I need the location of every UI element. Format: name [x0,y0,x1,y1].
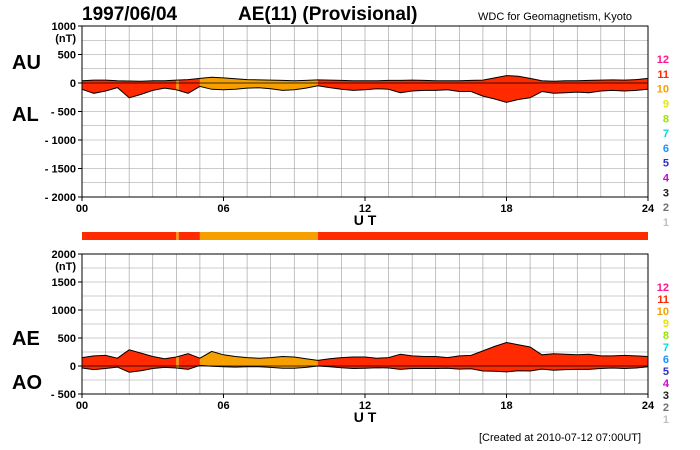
upper-fill-segment [317,75,648,103]
upper-legend-count-9: 9 [663,98,669,110]
upper-fill-segment [178,78,200,94]
upper-ytick-label: - 1500 [45,164,76,176]
lower-legend-count-11: 11 [657,294,669,306]
lower-ytick-label: 2000 [52,249,76,261]
upper-legend-count-5: 5 [663,158,669,170]
lower-legend-count-3: 3 [663,390,669,402]
upper-legend-count-10: 10 [657,84,669,96]
upper-xtick-label: 18 [500,203,512,215]
upper-fill-segment [82,80,177,98]
lower-legend-count-8: 8 [663,330,669,342]
lower-xtick-label: 00 [76,400,88,412]
upper-fill-segment [176,80,179,91]
upper-ytick-label: 500 [58,50,76,62]
lower-legend-count-6: 6 [663,354,669,366]
lower-legend-count-5: 5 [663,366,669,378]
lower-fill-segment [176,356,179,369]
index-title: AE(11) (Provisional) [238,4,418,25]
upper-series-line-al [81,85,649,103]
lower-xtick-label: 24 [642,400,655,412]
upper-xtick-label: 12 [359,203,371,215]
al-label: AL [12,104,39,126]
lower-legend-count-7: 7 [663,342,669,354]
lower-fill-segment [317,342,648,372]
lower-legend-count-1: 1 [663,414,669,426]
lower-xtick-label: 12 [359,400,371,412]
upper-legend-count-11: 11 [657,69,669,81]
date-title: 1997/06/04 [82,4,178,25]
lower-legend-count-10: 10 [657,306,669,318]
organization-label: WDC for Geomagnetism, Kyoto [478,11,633,23]
upper-xtick-label: 06 [217,203,229,215]
station-count-bar-segment [178,232,200,240]
lower-legend-count-12: 12 [657,282,669,294]
ae-label: AE [12,328,40,350]
upper-series-line-au [81,75,649,82]
upper-ytick-label: - 1000 [45,135,76,147]
lower-xtick-label: 06 [217,400,229,412]
lower-legend-count-9: 9 [663,318,669,330]
lower-series-line-ae [81,341,649,361]
upper-ytick-label: 1000 [52,21,76,33]
upper-legend-count-6: 6 [663,143,669,155]
lower-unit-label: (nT) [55,261,76,273]
station-count-bar-segment [317,232,648,240]
upper-xtick-label: 24 [642,203,655,215]
station-count-bar-segment [199,232,318,240]
lower-xaxis-label: U T [354,409,377,425]
upper-unit-label: (nT) [55,33,76,45]
upper-xtick-label: 00 [76,203,88,215]
lower-xtick-label: 18 [500,400,512,412]
station-count-bar-segment [176,232,179,240]
lower-ytick-label: - 500 [51,389,76,401]
upper-legend-count-7: 7 [663,128,669,140]
lower-ytick-label: 500 [58,333,76,345]
lower-series-line-ao [81,364,649,373]
upper-legend-count-2: 2 [663,202,669,214]
lower-legend-count-2: 2 [663,402,669,414]
lower-ytick-label: 1000 [52,305,76,317]
lower-fill-segment [82,349,177,373]
upper-legend-count-8: 8 [663,113,669,125]
upper-ytick-label: 0 [70,78,76,90]
upper-legend-count-1: 1 [663,217,669,229]
lower-fill-segment [199,351,318,369]
upper-legend-count-4: 4 [663,173,670,185]
station-count-bar-segment [82,232,177,240]
ao-label: AO [12,372,42,394]
upper-ytick-label: - 500 [51,107,76,119]
created-timestamp: [Created at 2010-07-12 07:00UT] [479,432,642,444]
upper-legend-count-3: 3 [663,187,669,199]
lower-ytick-label: 1500 [52,277,76,289]
au-label: AU [12,52,41,74]
upper-ytick-label: - 2000 [45,192,76,204]
lower-ytick-label: 0 [70,361,76,373]
lower-legend-count-4: 4 [663,378,670,390]
upper-legend-count-12: 12 [657,54,669,66]
lower-fill-segment [178,353,200,370]
upper-xaxis-label: U T [354,212,377,228]
